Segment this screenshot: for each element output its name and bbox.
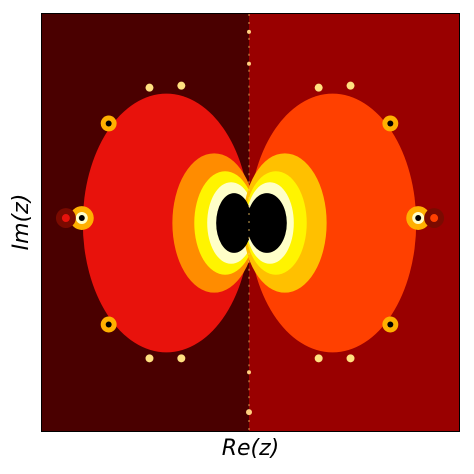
left-core — [216, 193, 252, 253]
left-bulbs — [55, 81, 186, 363]
fractal-image — [42, 14, 459, 431]
plot-area — [41, 13, 460, 432]
y-axis-label: Im(z) — [9, 193, 34, 251]
x-axis-label: Re(z) — [221, 436, 280, 461]
center-dots — [246, 29, 252, 416]
right-bulbs — [314, 81, 445, 363]
right-core — [247, 193, 287, 253]
